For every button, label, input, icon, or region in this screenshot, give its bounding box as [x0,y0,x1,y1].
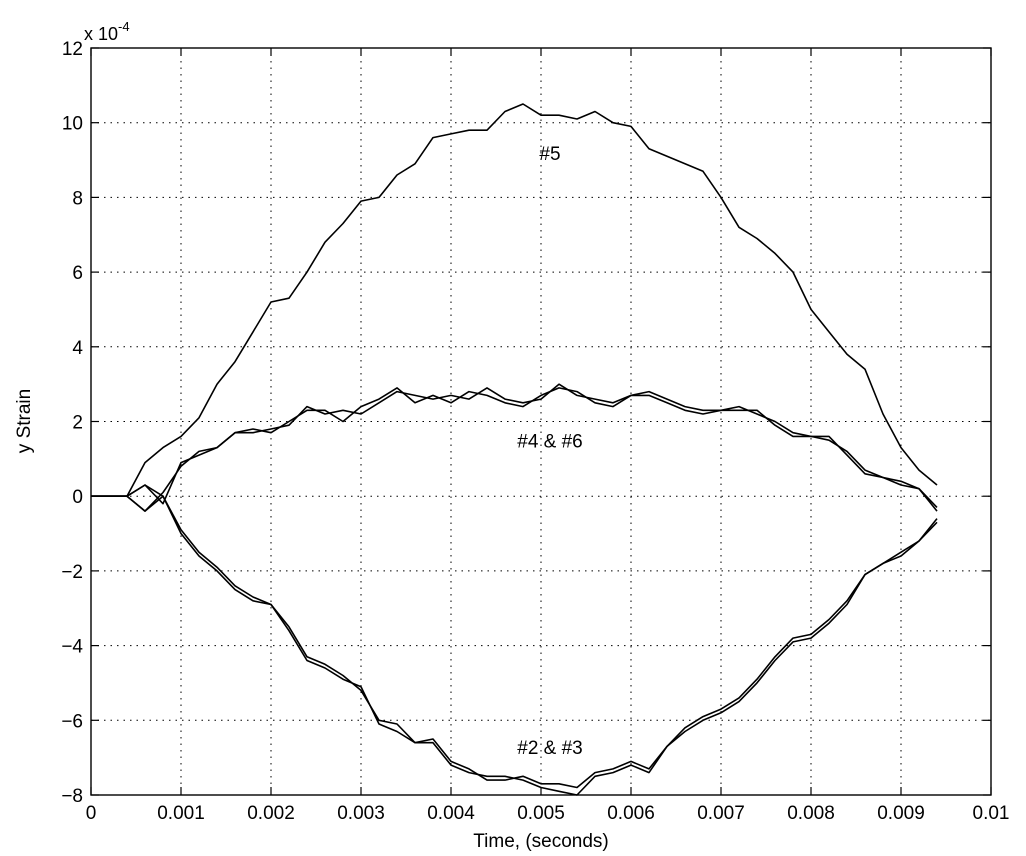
y-tick-label: 10 [62,114,83,135]
y-tick-label: 4 [72,338,83,359]
y-tick-label: 6 [72,263,83,284]
series-line-1 [91,103,938,498]
x-tick-label: 0.001 [157,803,205,824]
y-axis-label: y Strain [14,389,35,453]
x-tick-label: 0.006 [607,803,655,824]
grid-layer [91,48,991,795]
tick-mark-layer [90,47,992,796]
series-line-2 [91,383,938,512]
y-tick-label: −8 [61,786,83,807]
annotation-label: #5 [539,144,560,165]
y-tick-label: 0 [72,487,83,508]
x-tick-label: 0.008 [787,803,835,824]
series-line-5 [91,495,938,796]
scale-factor-label: x 10-4 [84,19,130,44]
y-tick-label: −6 [61,711,83,732]
annotation-layer: #5 #4 & #6 #2 & #3 [517,144,583,759]
y-tick-labels: −8 −6 −4 −2 0 2 4 6 8 10 12 [61,39,83,807]
annotation-label: #4 & #6 [517,432,583,453]
y-tick-label: −4 [61,637,83,658]
series-layer [91,103,938,796]
x-tick-label: 0.01 [973,803,1010,824]
x-tick-label: 0.005 [517,803,565,824]
x-tick-label: 0.009 [877,803,925,824]
x-tick-labels: 0 0.001 0.002 0.003 0.004 0.005 0.006 0.007 0.00… [86,803,1010,824]
x-tick-label: 0.004 [427,803,475,824]
annotation-label: #2 & #3 [517,738,583,759]
series-line-4 [91,484,938,789]
x-tick-label: 0 [86,803,97,824]
x-tick-label: 0.002 [247,803,295,824]
x-axis-label: Time, (seconds) [473,831,609,852]
y-tick-label: 8 [72,188,83,209]
x-tick-label: 0.003 [337,803,385,824]
y-tick-label: 2 [72,413,83,434]
series-line-3 [91,387,938,512]
x-tick-label: 0.007 [697,803,745,824]
scale-exponent: -4 [118,19,130,34]
y-tick-label: 12 [62,39,83,60]
y-tick-label: −2 [61,562,83,583]
